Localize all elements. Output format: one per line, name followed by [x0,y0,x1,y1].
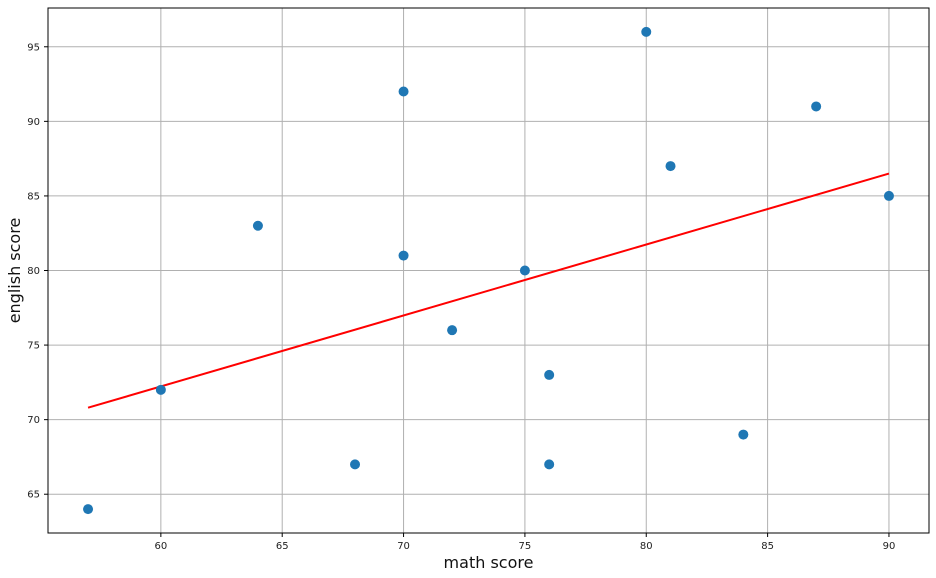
x-tick-label: 80 [640,541,653,552]
x-tick-label: 60 [154,541,167,552]
data-point [811,101,822,112]
y-tick-label: 75 [27,341,40,352]
x-tick-label: 85 [761,541,774,552]
data-point [544,459,555,470]
y-tick-label: 90 [27,117,40,128]
regression-line [87,172,890,409]
plot-frame [47,7,930,534]
x-axis-label: math score [444,553,534,572]
y-tick-label: 85 [27,191,40,202]
y-tick-label: 95 [27,42,40,53]
data-point [519,265,530,276]
x-tick-label: 70 [397,541,410,552]
data-point [447,325,458,336]
data-point [738,429,749,440]
x-tick-label: 75 [519,541,532,552]
x-tick-label: 65 [276,541,289,552]
data-point [83,504,94,515]
y-tick-label: 65 [27,490,40,501]
data-point [641,26,652,37]
data-point [665,161,676,172]
y-tick-label: 80 [27,266,40,277]
data-point [252,220,263,231]
grid-lines [48,8,929,533]
data-point [544,369,555,380]
y-tick-label: 70 [27,415,40,426]
data-point [883,190,894,201]
x-axis-ticks: 60 65 70 75 80 85 90 [154,533,895,552]
data-point [398,250,409,261]
data-point [350,459,361,470]
y-axis-label: english score [5,218,24,324]
y-axis-ticks: 65 70 75 80 85 90 95 [27,42,48,501]
x-tick-label: 90 [883,541,896,552]
data-point [398,86,409,97]
regression-line-layer [87,172,890,409]
data-points [83,26,894,515]
data-point [155,384,166,395]
